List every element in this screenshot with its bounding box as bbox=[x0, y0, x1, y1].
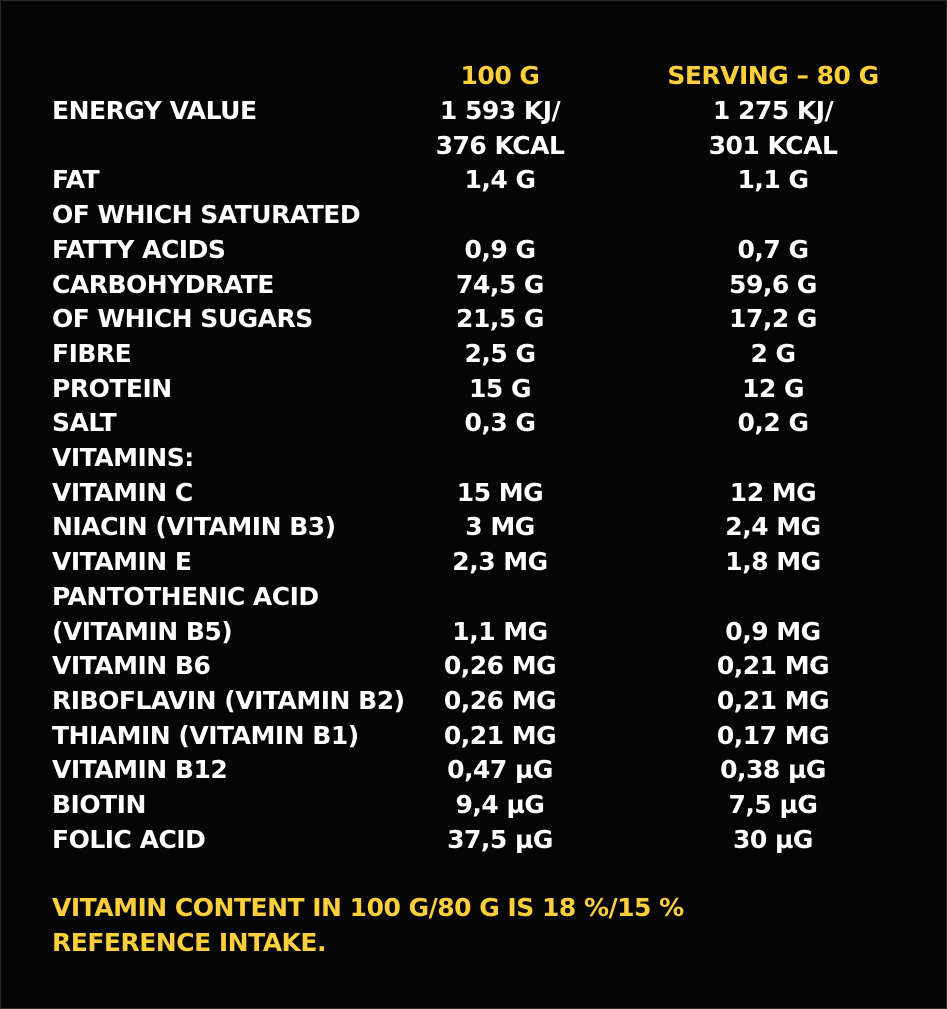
value-per-100g: 1,4 G bbox=[464, 165, 536, 195]
value-per-serving: 0,17 MG bbox=[716, 720, 830, 750]
nutrient-label: FIBRE bbox=[52, 338, 132, 368]
table-row: VITAMIN E 2,3 MG 1,8 MG bbox=[0, 545, 947, 579]
value-per-100g: 0,9 G bbox=[464, 234, 536, 264]
value-per-100g: 376 KCAL bbox=[435, 130, 565, 160]
value-per-serving: 0,9 MG bbox=[725, 616, 821, 646]
value-per-serving: 12 MG bbox=[729, 477, 817, 507]
value-per-100g: 0,47 µG bbox=[447, 755, 553, 785]
table-row: PROTEIN 15 G 12 G bbox=[0, 372, 947, 406]
table-row: PANTOTHENIC ACID bbox=[0, 580, 947, 614]
nutrient-label: VITAMIN E bbox=[52, 547, 192, 577]
nutrient-label: (VITAMIN B5) bbox=[52, 616, 233, 646]
value-per-serving: 1,8 MG bbox=[725, 547, 821, 577]
value-per-100g: 1,1 MG bbox=[452, 616, 548, 646]
table-row: NIACIN (VITAMIN B3) 3 MG 2,4 MG bbox=[0, 510, 947, 544]
value-per-serving: 0,2 G bbox=[737, 408, 809, 438]
nutrient-label: FAT bbox=[52, 165, 100, 195]
column-header-100g: 100 G bbox=[460, 61, 540, 90]
value-per-100g: 0,26 MG bbox=[443, 651, 557, 681]
nutrient-label: VITAMIN B12 bbox=[52, 755, 228, 785]
value-per-serving: 0,21 MG bbox=[716, 651, 830, 681]
value-per-100g: 0,3 G bbox=[464, 408, 536, 438]
nutrient-label: OF WHICH SUGARS bbox=[52, 304, 313, 334]
value-per-100g: 15 MG bbox=[456, 477, 544, 507]
nutrient-label: VITAMINS: bbox=[52, 443, 194, 472]
vitamin-footnote: VITAMIN CONTENT IN 100 G/80 G IS 18 %/15… bbox=[52, 890, 912, 960]
nutrient-label: VITAMIN B6 bbox=[52, 651, 211, 681]
column-header-serving: SERVING – 80 G bbox=[667, 61, 879, 90]
value-per-100g: 1 593 KJ/ bbox=[439, 96, 561, 125]
table-row: FAT 1,4 G 1,1 G bbox=[0, 163, 947, 197]
value-per-100g: 37,5 µG bbox=[447, 824, 553, 854]
value-per-serving: 0,7 G bbox=[737, 234, 809, 264]
table-row: CARBOHYDRATE 74,5 G 59,6 G bbox=[0, 268, 947, 302]
value-per-100g: 0,21 MG bbox=[443, 720, 557, 750]
nutrient-label: OF WHICH SATURATED bbox=[52, 200, 361, 230]
table-row: VITAMIN B6 0,26 MG 0,21 MG bbox=[0, 649, 947, 683]
table-row: OF WHICH SATURATED bbox=[0, 198, 947, 232]
table-row: BIOTIN 9,4 µG 7,5 µG bbox=[0, 788, 947, 822]
nutrient-label: ENERGY VALUE bbox=[52, 96, 257, 125]
value-per-serving: 0,21 MG bbox=[716, 685, 830, 715]
nutrient-label: NIACIN (VITAMIN B3) bbox=[52, 512, 336, 542]
footnote-line-2: REFERENCE INTAKE. bbox=[52, 928, 327, 957]
column-header-row: 100 G SERVING – 80 G bbox=[0, 59, 947, 93]
table-row: FOLIC ACID 37,5 µG 30 µG bbox=[0, 823, 947, 857]
table-row: OF WHICH SUGARS 21,5 G 17,2 G bbox=[0, 302, 947, 336]
table-row: (VITAMIN B5) 1,1 MG 0,9 MG bbox=[0, 615, 947, 649]
table-row: VITAMIN B12 0,47 µG 0,38 µG bbox=[0, 753, 947, 787]
nutrient-label: FOLIC ACID bbox=[52, 824, 206, 854]
table-row: 376 KCAL 301 KCAL bbox=[0, 129, 947, 163]
table-row: SALT 0,3 G 0,2 G bbox=[0, 406, 947, 440]
table-row: RIBOFLAVIN (VITAMIN B2) 0,26 MG 0,21 MG bbox=[0, 684, 947, 718]
value-per-serving: 301 KCAL bbox=[708, 130, 838, 160]
value-per-serving: 17,2 G bbox=[729, 304, 817, 334]
nutrient-label: FATTY ACIDS bbox=[52, 234, 226, 264]
value-per-serving: 2 G bbox=[750, 338, 796, 368]
table-row: THIAMIN (VITAMIN B1) 0,21 MG 0,17 MG bbox=[0, 719, 947, 753]
table-row: VITAMIN C 15 MG 12 MG bbox=[0, 476, 947, 510]
nutrient-label: PANTOTHENIC ACID bbox=[52, 581, 319, 611]
nutrient-label: VITAMIN C bbox=[52, 477, 193, 507]
value-per-100g: 2,5 G bbox=[464, 338, 536, 368]
value-per-100g: 15 G bbox=[468, 373, 532, 403]
nutrient-label: CARBOHYDRATE bbox=[52, 269, 274, 299]
table-row: ENERGY VALUE 1 593 KJ/1 275 KJ/ bbox=[0, 94, 947, 128]
value-per-serving: 12 G bbox=[741, 373, 805, 403]
value-per-100g: 9,4 µG bbox=[455, 790, 545, 819]
nutrient-label: RIBOFLAVIN (VITAMIN B2) bbox=[52, 685, 405, 715]
table-row: VITAMINS: bbox=[0, 441, 947, 475]
value-per-serving: 0,38 µG bbox=[720, 755, 826, 785]
footnote-line-1: VITAMIN CONTENT IN 100 G/80 G IS 18 %/15… bbox=[52, 893, 684, 922]
value-per-100g: 3 MG bbox=[465, 512, 535, 542]
value-per-serving: 59,6 G bbox=[729, 269, 817, 299]
nutrient-label: PROTEIN bbox=[52, 373, 172, 403]
value-per-100g: 74,5 G bbox=[456, 269, 544, 299]
value-per-serving: 7,5 µG bbox=[728, 790, 818, 819]
value-per-100g: 2,3 MG bbox=[452, 547, 548, 577]
nutrient-label: SALT bbox=[52, 408, 117, 438]
value-per-100g: 21,5 G bbox=[456, 304, 544, 334]
nutrient-label: BIOTIN bbox=[52, 790, 146, 819]
table-row: FATTY ACIDS 0,9 G 0,7 G bbox=[0, 233, 947, 267]
value-per-serving: 1 275 KJ/ bbox=[712, 96, 834, 125]
value-per-serving: 2,4 MG bbox=[725, 512, 821, 542]
table-row: FIBRE 2,5 G 2 G bbox=[0, 337, 947, 371]
nutrient-label: THIAMIN (VITAMIN B1) bbox=[52, 720, 359, 750]
value-per-serving: 30 µG bbox=[733, 824, 813, 854]
value-per-serving: 1,1 G bbox=[737, 165, 809, 195]
value-per-100g: 0,26 MG bbox=[443, 685, 557, 715]
